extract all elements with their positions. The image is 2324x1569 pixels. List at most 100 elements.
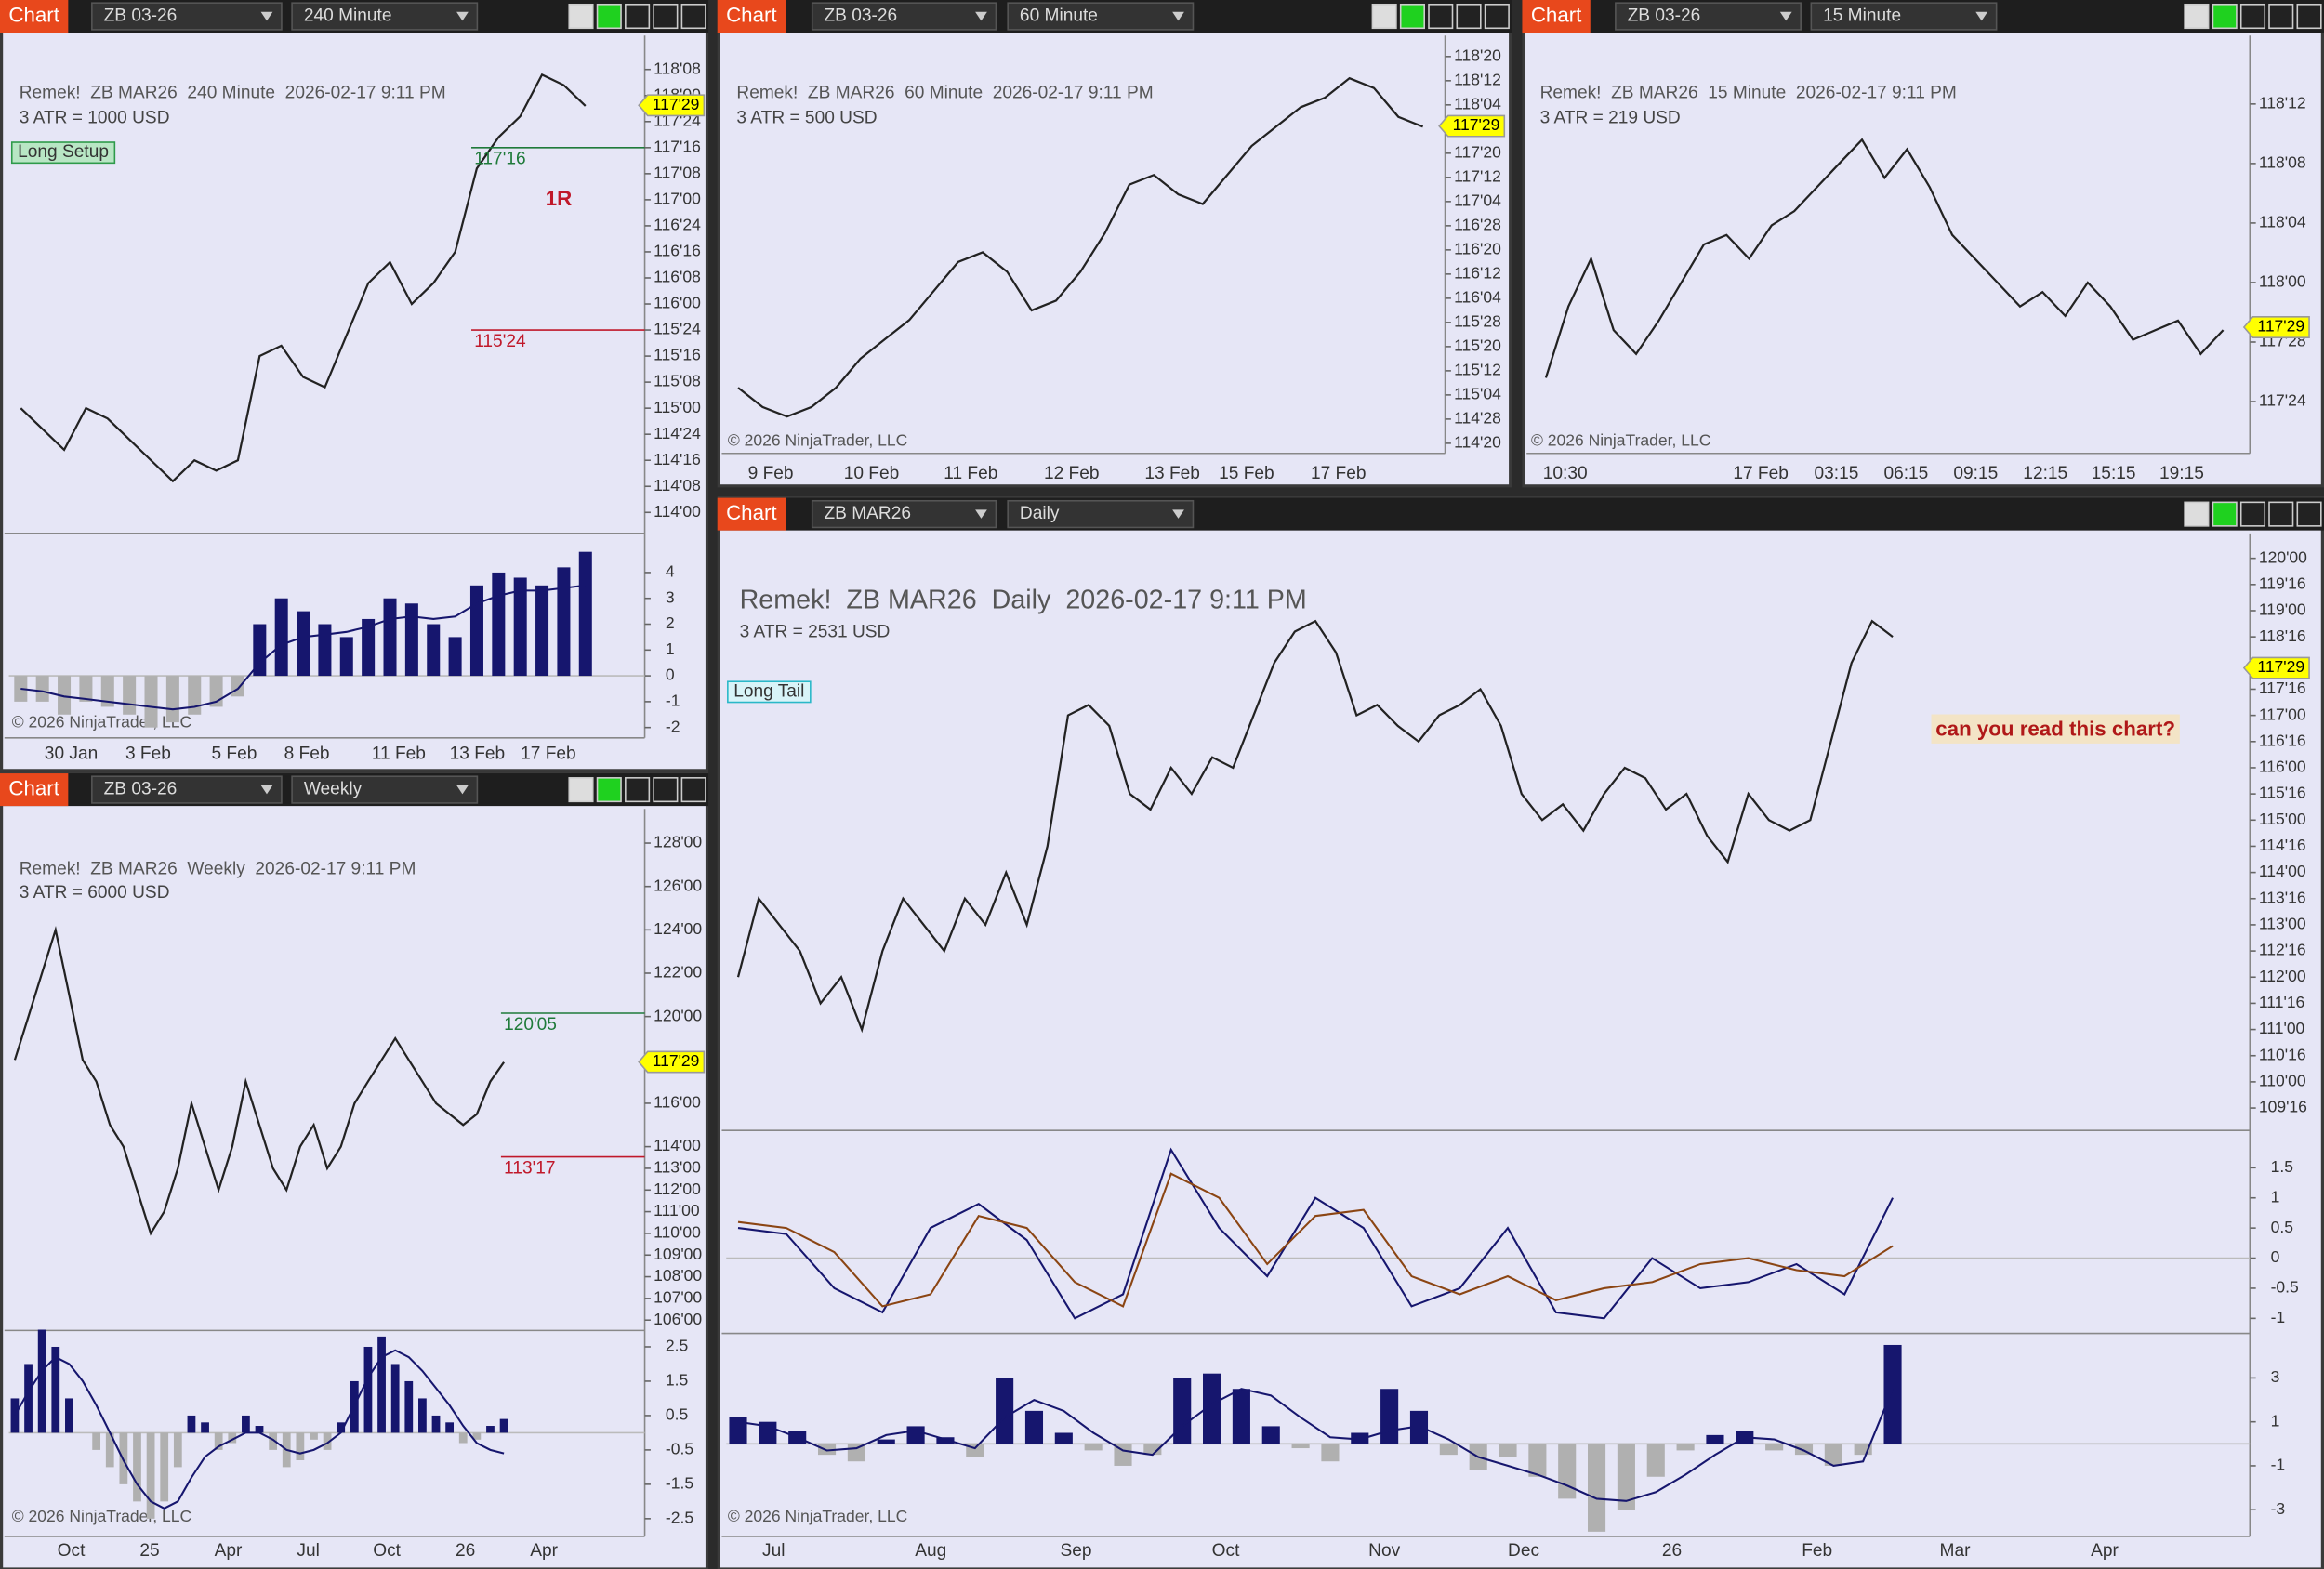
indicator-line [737, 1147, 1894, 1320]
instrument-arrow[interactable] [975, 509, 987, 519]
window-button[interactable] [2268, 501, 2294, 527]
chart-button-label[interactable]: Chart [1531, 3, 1582, 26]
interval-arrow[interactable] [1172, 509, 1184, 519]
chart-button-label[interactable]: Chart [726, 501, 777, 524]
x-tick-label: 12:15 [2023, 464, 2067, 483]
window-button[interactable] [680, 777, 706, 803]
histogram-bar [906, 1426, 925, 1444]
instrument-arrow[interactable] [1779, 11, 1792, 21]
window-button[interactable] [2268, 3, 2294, 30]
y-tick-label: 113'00 [654, 1158, 701, 1177]
x-tick-label: 11 Feb [944, 464, 997, 483]
window-button[interactable] [2212, 501, 2238, 527]
chart-button-label[interactable]: Chart [726, 3, 777, 26]
instrument-dropdown[interactable] [811, 2, 997, 31]
interval-dropdown[interactable] [291, 775, 479, 804]
chart-button[interactable] [717, 0, 786, 33]
window-button[interactable] [1428, 3, 1454, 30]
window-button[interactable] [1371, 3, 1397, 30]
y-tick-label: 115'00 [654, 398, 701, 416]
x-tick-label: 17 Feb [1733, 464, 1789, 483]
chart-button-label[interactable]: Chart [8, 3, 59, 26]
interval-dropdown[interactable] [1810, 2, 1998, 31]
window-button[interactable] [2184, 3, 2210, 30]
chart-button[interactable] [0, 773, 69, 807]
instrument-arrow[interactable] [975, 11, 987, 21]
x-tick-label: 15 Feb [1219, 464, 1274, 483]
instrument-dropdown[interactable] [91, 2, 283, 31]
window-button[interactable] [1456, 3, 1482, 30]
histogram-bar [133, 1432, 141, 1502]
interval-arrow[interactable] [1975, 11, 1988, 21]
instrument-dropdown[interactable] [1615, 2, 1802, 31]
window-button[interactable] [680, 3, 706, 30]
window-button[interactable] [653, 3, 679, 30]
indicator-line [737, 1388, 1894, 1502]
instrument-label[interactable]: ZB 03-26 [104, 7, 178, 26]
window-button[interactable] [2239, 501, 2266, 527]
window-button[interactable] [596, 777, 622, 803]
chart-button[interactable] [717, 497, 786, 531]
y-tick-label: 112'00 [2259, 967, 2306, 985]
instrument-label[interactable]: ZB 03-26 [824, 7, 897, 26]
x-tick-label: Mar [1940, 1541, 1972, 1561]
interval-arrow[interactable] [456, 11, 469, 21]
callout: can you read this chart? [1935, 718, 2175, 741]
indicator-line [737, 1172, 1894, 1308]
histogram-bar [10, 1398, 20, 1433]
interval-arrow[interactable] [456, 784, 469, 795]
instrument-dropdown[interactable] [91, 775, 283, 804]
histogram-bar [1706, 1434, 1724, 1444]
window-button[interactable] [653, 777, 679, 803]
r-label: 1R [546, 187, 573, 210]
window-button[interactable] [2296, 501, 2322, 527]
window-button[interactable] [2239, 3, 2266, 30]
window-button[interactable] [625, 3, 651, 30]
y-tick-label: 2 [666, 613, 675, 632]
interval-label[interactable]: 60 Minute [1020, 7, 1098, 26]
histogram-bar [1232, 1389, 1250, 1444]
last-price-label: 117'29 [653, 1051, 700, 1070]
histogram-bar [253, 624, 267, 677]
histogram-bar [418, 1398, 427, 1433]
instrument-label[interactable]: ZB 03-26 [1628, 7, 1701, 26]
x-tick-label: Oct [58, 1541, 86, 1561]
interval-arrow[interactable] [1172, 11, 1184, 21]
window-button[interactable] [1399, 3, 1426, 30]
interval-label[interactable]: 240 Minute [304, 7, 392, 26]
interval-label[interactable]: Daily [1020, 504, 1060, 523]
instrument-dropdown[interactable] [811, 499, 997, 529]
interval-dropdown[interactable] [1007, 2, 1195, 31]
y-tick-label: 118'20 [1454, 46, 1501, 64]
interval-label[interactable]: Weekly [304, 780, 363, 799]
y-tick-label: -2.5 [666, 1508, 693, 1526]
copyright: © 2026 NinjaTrader, LLC [728, 1507, 907, 1525]
chart-button[interactable] [1522, 0, 1591, 33]
instrument-label[interactable]: ZB MAR26 [824, 504, 911, 523]
instrument-label[interactable]: ZB 03-26 [104, 780, 178, 799]
window-button[interactable] [568, 777, 594, 803]
window-button[interactable] [1484, 3, 1510, 30]
interval-label[interactable]: 15 Minute [1823, 7, 1901, 26]
histogram-bar [255, 1426, 264, 1433]
interval-dropdown[interactable] [291, 2, 479, 31]
interval-dropdown[interactable] [1007, 499, 1195, 529]
window-button[interactable] [596, 3, 622, 30]
window-button[interactable] [2184, 501, 2210, 527]
window-button[interactable] [2296, 3, 2322, 30]
instrument-arrow[interactable] [260, 11, 273, 21]
chart-button-label[interactable]: Chart [8, 776, 59, 799]
histogram-bar [362, 618, 376, 677]
y-tick-label: 110'00 [2259, 1072, 2306, 1090]
chart-button[interactable] [0, 0, 69, 33]
window-button[interactable] [625, 777, 651, 803]
histogram-bar [445, 1422, 455, 1433]
histogram-bar [1588, 1444, 1606, 1532]
window-button[interactable] [2212, 3, 2238, 30]
histogram-bar [1558, 1444, 1577, 1499]
histogram-bar [14, 676, 28, 702]
y-tick-label: 116'24 [654, 216, 701, 234]
instrument-arrow[interactable] [260, 784, 273, 795]
histogram-bar [144, 676, 158, 728]
window-button[interactable] [568, 3, 594, 30]
